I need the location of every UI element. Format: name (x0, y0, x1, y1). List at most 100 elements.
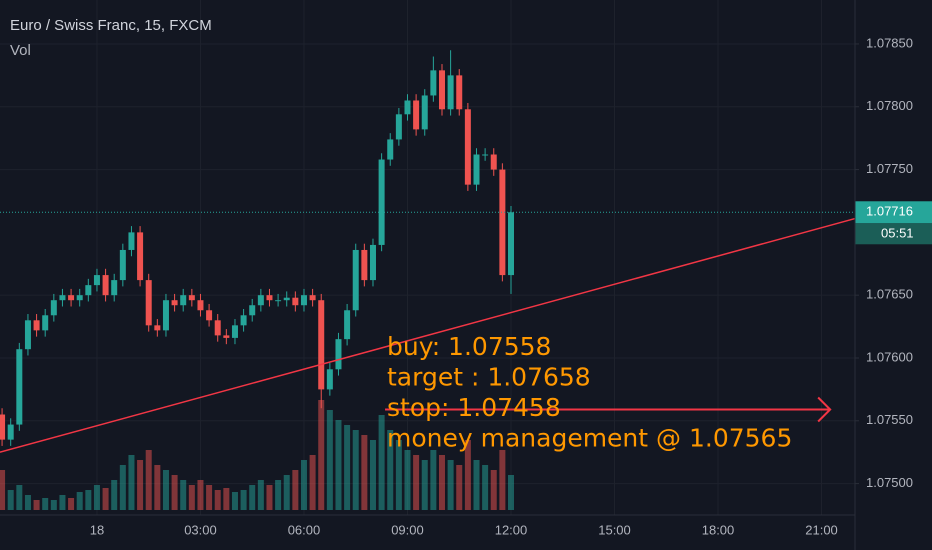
volume-bar (464, 440, 471, 510)
volume-bar (85, 490, 92, 510)
candle-body (283, 297, 290, 301)
volume-bar (240, 490, 247, 510)
candle-body (378, 159, 385, 245)
trend-line (0, 217, 856, 453)
candle-body (318, 300, 325, 390)
x-tick-label: 06:00 (288, 522, 321, 537)
volume-bar (102, 488, 109, 510)
y-tick-label: 1.07850 (866, 35, 913, 50)
candle-body (42, 315, 49, 331)
candle-body (335, 339, 342, 370)
candle-body (369, 244, 376, 281)
candle-body (361, 249, 368, 281)
candle-body (507, 212, 514, 276)
candle-body (473, 154, 480, 185)
candle-body (214, 320, 221, 336)
candle-body (223, 335, 230, 338)
volume-bar (266, 485, 273, 510)
volume-bar (507, 475, 514, 510)
annotation: stop: 1.07458 (387, 393, 561, 422)
chart-title: Euro / Swiss Franc, 15, FXCM (10, 17, 212, 34)
volume-bar (59, 495, 66, 510)
candle-body (438, 70, 445, 110)
volume-bar (318, 400, 325, 510)
candle-body (154, 325, 161, 331)
candle-body (93, 275, 100, 286)
y-tick-label: 1.07500 (866, 475, 913, 490)
volume-bar (42, 498, 49, 510)
candles (0, 50, 514, 446)
volume-bar (430, 450, 437, 510)
candle-body (145, 280, 152, 326)
candle-body (309, 295, 316, 301)
volume-bar (300, 460, 307, 510)
x-tick-label: 18 (90, 522, 104, 537)
candle-body (464, 109, 471, 185)
volume-bar (16, 485, 23, 510)
volume-bar (456, 465, 463, 510)
candle-body (275, 300, 282, 302)
y-tick-label: 1.07750 (866, 161, 913, 176)
volume-bar (275, 480, 282, 510)
candle-body (59, 295, 66, 301)
volume-bar (482, 465, 489, 510)
candle-body (404, 100, 411, 115)
y-tick-label: 1.07800 (866, 98, 913, 113)
volume-bar (499, 450, 506, 510)
volume-bar (7, 490, 14, 510)
annotation: buy: 1.07558 (387, 332, 551, 361)
volume-bar (361, 435, 368, 510)
volume-bar (231, 492, 238, 510)
candle-body (300, 295, 307, 306)
candle-body (85, 285, 92, 296)
volume-bar (76, 492, 83, 510)
y-tick-label: 1.07650 (866, 287, 913, 302)
volume-bar (344, 425, 351, 510)
volume-bar (309, 455, 316, 510)
volume-bar (378, 415, 385, 510)
volume-bar (404, 450, 411, 510)
volume-bar (413, 455, 420, 510)
candle-body (16, 349, 23, 425)
volume-bar (93, 485, 100, 510)
volume-bar (421, 460, 428, 510)
volume-bar (473, 460, 480, 510)
volume-bar (50, 500, 57, 510)
candle-body (76, 295, 83, 301)
volume-bar (162, 470, 169, 510)
candle-body (206, 310, 213, 321)
candle-body (231, 325, 238, 338)
y-tick-label: 1.07550 (866, 412, 913, 427)
volume-bar (223, 488, 230, 510)
candle-body (326, 369, 333, 390)
volume-bar (197, 480, 204, 510)
volume-bar (171, 475, 178, 510)
candle-body (102, 275, 109, 296)
candle-body (188, 295, 195, 301)
volume-pane (0, 400, 514, 510)
candle-body (266, 295, 273, 301)
volume-bar (335, 420, 342, 510)
countdown-label: 05:51 (881, 226, 914, 241)
volume-bar (128, 455, 135, 510)
volume-bar (137, 460, 144, 510)
axes: 1.07850 1.07800 1.07750 1.07650 1.07600 1.075… (90, 35, 913, 537)
candle-body (387, 139, 394, 160)
candle-body (68, 295, 75, 301)
x-tick-label: 09:00 (391, 522, 424, 537)
candle-body (111, 280, 118, 296)
candle-body (33, 320, 40, 331)
candle-body (128, 232, 135, 250)
candle-body (352, 249, 359, 311)
last-price-box (855, 201, 932, 224)
volume-bar (154, 465, 161, 510)
volume-bar (33, 500, 40, 510)
candle-body (421, 95, 428, 130)
x-tick-label: 03:00 (184, 522, 217, 537)
volume-bar (395, 440, 402, 510)
candle-body (344, 310, 351, 340)
candle-body (197, 300, 204, 311)
volume-bar (283, 475, 290, 510)
